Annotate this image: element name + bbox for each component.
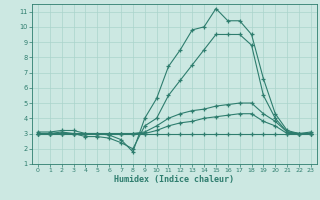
X-axis label: Humidex (Indice chaleur): Humidex (Indice chaleur) xyxy=(115,175,234,184)
